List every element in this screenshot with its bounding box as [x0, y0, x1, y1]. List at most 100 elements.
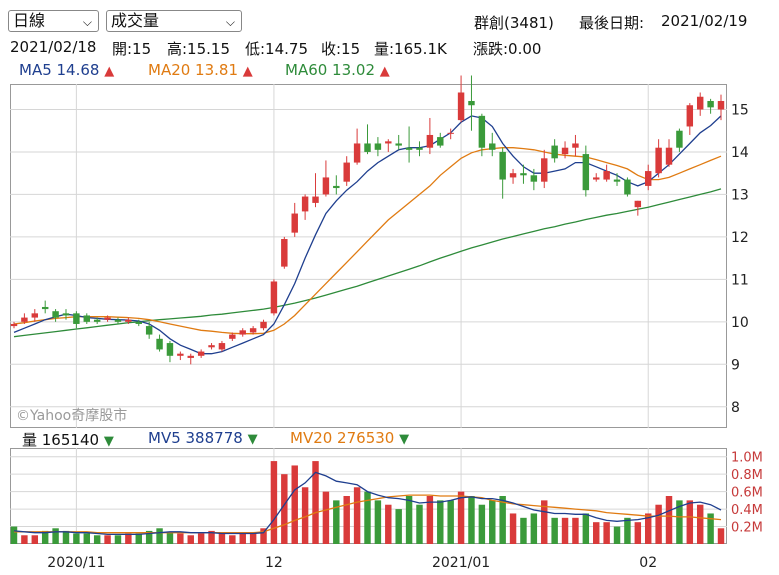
volume-bar	[509, 513, 517, 544]
volume-tick-label: 0.8M	[731, 468, 763, 483]
price-tick-label: 9	[731, 357, 740, 373]
volume-bar	[395, 509, 402, 544]
candle-body	[624, 179, 631, 195]
candle-body	[208, 345, 215, 348]
volume-bar	[644, 513, 652, 544]
candle-body	[312, 196, 319, 203]
candle-body	[447, 132, 454, 134]
volume-bar	[218, 533, 226, 544]
volume-bar	[457, 491, 465, 544]
volume-bar	[93, 535, 101, 544]
volume-bar	[41, 530, 49, 544]
candle-body	[499, 151, 506, 180]
candle-body	[655, 147, 662, 174]
volume-bar	[83, 533, 91, 544]
volume-bar	[187, 535, 194, 544]
candle-body	[21, 317, 28, 322]
stock-info: 群創(3481)	[474, 14, 554, 32]
candle-body	[52, 311, 59, 318]
candle-body	[717, 100, 725, 110]
candle-body	[177, 353, 184, 356]
ma20-line	[13, 147, 722, 335]
candle-body	[166, 343, 174, 356]
period-select[interactable]: 日線 ⌵	[8, 10, 99, 32]
ma60-line	[13, 188, 722, 338]
volume-tick-label: 0.2M	[731, 521, 763, 536]
candle-body	[249, 328, 257, 333]
candle-body	[93, 319, 101, 322]
ma5-legend: MA5 14.68 ▲	[19, 61, 114, 79]
indicator-select[interactable]: 成交量 ⌵	[106, 10, 242, 32]
volume-bar	[416, 504, 423, 544]
candle-body	[62, 313, 70, 316]
volume-bar	[249, 533, 257, 544]
volume-bar	[73, 533, 80, 544]
candle-body	[582, 154, 590, 191]
volume-bar	[166, 531, 174, 544]
ma20-legend-label: MA20 13.81	[148, 61, 238, 79]
quote-date: 2021/02/18	[10, 38, 97, 56]
candle-body	[416, 147, 423, 150]
candle-body	[707, 100, 714, 108]
candle-body	[696, 96, 704, 110]
volume-bar	[104, 535, 111, 544]
volume-bar	[156, 528, 163, 544]
volume-bar	[655, 504, 662, 544]
volume-bar	[260, 528, 267, 544]
volume-bar	[520, 517, 527, 544]
volume-bar	[374, 500, 382, 544]
candle-body	[239, 330, 246, 335]
mv20-legend: MV20 276530 ▼	[290, 429, 409, 447]
volume-bar	[551, 517, 558, 544]
volume-tick-label: 0.6M	[731, 486, 763, 501]
volume-bar	[145, 530, 153, 544]
volume-bar	[385, 504, 392, 544]
quote-open: 開:15	[112, 40, 152, 58]
indicator-select-value: 成交量	[111, 11, 160, 30]
candle-body	[395, 143, 402, 146]
price-tick-label: 11	[731, 272, 749, 288]
candle-body	[10, 323, 18, 327]
price-tick-label: 10	[731, 315, 749, 331]
quote-high: 高:15.15	[167, 40, 230, 58]
volume-bar	[281, 474, 288, 544]
quote-volume: 量:165.1K	[374, 40, 447, 58]
down-arrow-icon: ▼	[399, 432, 410, 447]
quote-low: 低:14.75	[245, 40, 308, 58]
volume-bar	[333, 500, 340, 544]
volume-bar	[686, 500, 694, 544]
volume-bar	[489, 500, 496, 544]
last-date: 2021/02/19	[661, 12, 748, 30]
down-arrow-icon: ▼	[103, 434, 114, 449]
volume-bar	[561, 517, 569, 544]
price-tick-label: 14	[731, 145, 749, 161]
price-tick-label: 8	[731, 400, 740, 416]
volume-bar	[229, 535, 236, 544]
candle-body	[353, 143, 361, 163]
price-panel	[10, 84, 727, 428]
candle-body	[41, 306, 49, 310]
candle-body	[520, 173, 527, 176]
candle-body	[145, 326, 153, 335]
candle-body	[125, 319, 132, 322]
down-arrow-icon: ▼	[247, 432, 258, 447]
candle-body	[291, 213, 298, 233]
candle-body	[572, 143, 579, 148]
mv5-line	[13, 471, 722, 536]
candle-body	[114, 319, 122, 322]
candle-body	[364, 143, 371, 152]
volume-bar	[541, 500, 548, 544]
candle-body	[73, 313, 80, 324]
candle-body	[593, 177, 600, 180]
quote-close: 收:15	[321, 40, 361, 58]
volume-bar	[291, 465, 298, 544]
volume-bar	[717, 528, 725, 544]
candle-body	[322, 177, 330, 195]
candle-body	[229, 334, 236, 339]
candle-body	[218, 343, 226, 350]
candle-body	[509, 173, 517, 178]
volume-tick-label: 0.4M	[731, 503, 763, 518]
volume-bar	[437, 500, 444, 544]
candle-body	[676, 130, 683, 148]
